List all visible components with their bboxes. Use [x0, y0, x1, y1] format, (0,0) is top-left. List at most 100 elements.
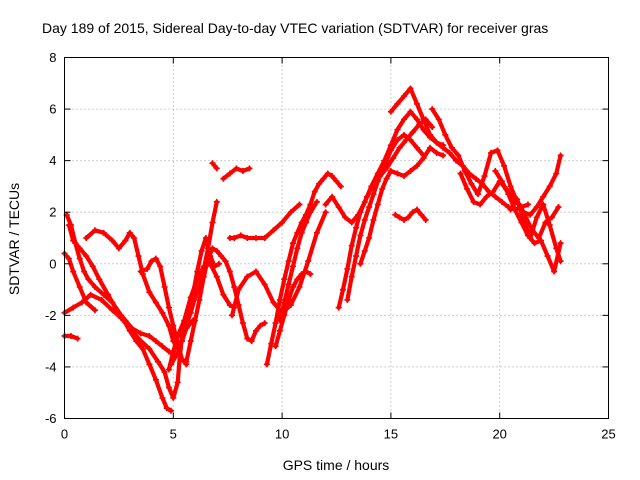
data-point-marker [157, 263, 164, 270]
data-point-marker [507, 183, 514, 190]
data-point-marker [174, 379, 181, 386]
x-tick-label: 5 [170, 427, 177, 442]
data-point-marker [357, 209, 364, 216]
data-point-marker [374, 178, 381, 185]
data-point-marker [498, 198, 505, 205]
data-point-marker [390, 155, 397, 162]
series-line [66, 223, 176, 357]
x-tick-label: 20 [492, 427, 506, 442]
data-point-marker [152, 299, 159, 306]
data-point-marker [165, 304, 172, 311]
data-point-marker [407, 85, 414, 92]
data-point-marker [176, 345, 183, 352]
data-point-marker [192, 294, 199, 301]
data-point-marker [329, 193, 336, 200]
data-point-marker [548, 214, 555, 221]
data-point-marker [414, 144, 421, 151]
data-point-marker [538, 237, 545, 244]
data-point-marker [553, 245, 560, 252]
data-point-marker [152, 376, 159, 383]
satellite-track-23 [392, 206, 429, 223]
data-point-marker [152, 255, 159, 262]
data-point-marker [65, 255, 72, 262]
data-point-marker [303, 219, 310, 226]
data-point-marker [507, 206, 514, 213]
data-point-marker [472, 175, 479, 182]
data-point-marker [414, 116, 421, 123]
data-point-marker [409, 209, 416, 216]
data-point-marker [433, 149, 440, 156]
data-point-marker [307, 209, 314, 216]
data-point-marker [209, 160, 216, 167]
data-point-marker [422, 216, 429, 223]
data-point-marker [168, 361, 175, 368]
gridlines [64, 57, 609, 419]
data-point-marker [226, 170, 233, 177]
data-point-marker [540, 201, 547, 208]
satellite-track-11 [168, 198, 220, 368]
data-point-marker [344, 265, 351, 272]
data-point-marker [287, 209, 294, 216]
data-point-marker [557, 258, 564, 265]
data-point-marker [342, 214, 349, 221]
data-point-marker [133, 338, 140, 345]
data-point-marker [448, 144, 455, 151]
data-point-marker [213, 247, 220, 254]
data-point-marker [394, 137, 401, 144]
data-point-marker [348, 242, 355, 249]
data-point-marker [440, 144, 447, 151]
data-point-marker [501, 162, 508, 169]
data-point-marker [170, 322, 177, 329]
data-point-marker [348, 273, 355, 280]
data-point-marker [285, 281, 292, 288]
data-point-marker [285, 258, 292, 265]
data-point-marker [296, 283, 303, 290]
data-point-marker [128, 325, 135, 332]
data-point-marker [494, 147, 501, 154]
data-point-marker [161, 369, 168, 376]
data-point-marker [237, 232, 244, 239]
data-point-marker [187, 338, 194, 345]
data-point-marker [335, 304, 342, 311]
data-point-marker [396, 214, 403, 221]
data-point-marker [348, 219, 355, 226]
data-point-marker [420, 155, 427, 162]
data-point-marker [531, 240, 538, 247]
data-point-marker [442, 131, 449, 138]
data-point-marker [333, 178, 340, 185]
data-point-marker [387, 167, 394, 174]
data-point-marker [76, 283, 83, 290]
data-point-marker [281, 299, 288, 306]
data-point-marker [396, 144, 403, 151]
data-point-marker [400, 116, 407, 123]
data-point-marker [440, 152, 447, 159]
data-point-marker [174, 332, 181, 339]
data-point-marker [468, 180, 475, 187]
data-point-marker [261, 235, 268, 241]
data-point-marker [289, 263, 296, 270]
data-point-marker [461, 167, 468, 174]
data-point-marker [420, 126, 427, 133]
data-point-marker [400, 173, 407, 180]
data-point-marker [298, 271, 305, 278]
data-point-marker [374, 201, 381, 208]
data-point-marker [379, 167, 386, 174]
data-point-marker [498, 178, 505, 185]
data-point-marker [322, 209, 329, 216]
data-point-marker [294, 276, 301, 283]
data-point-marker [294, 245, 301, 252]
data-point-marker [252, 327, 259, 334]
data-point-marker [407, 108, 414, 115]
data-point-marker [470, 198, 477, 205]
data-point-marker [370, 191, 377, 198]
data-point-marker [427, 144, 434, 151]
data-point-marker [211, 263, 218, 270]
data-point-marker [270, 299, 277, 306]
satellite-track-12 [209, 160, 220, 172]
data-point-marker [335, 204, 342, 211]
plot-frame [64, 57, 609, 419]
data-point-marker [115, 245, 122, 252]
data-point-marker [276, 296, 283, 303]
data-point-marker [233, 165, 240, 172]
